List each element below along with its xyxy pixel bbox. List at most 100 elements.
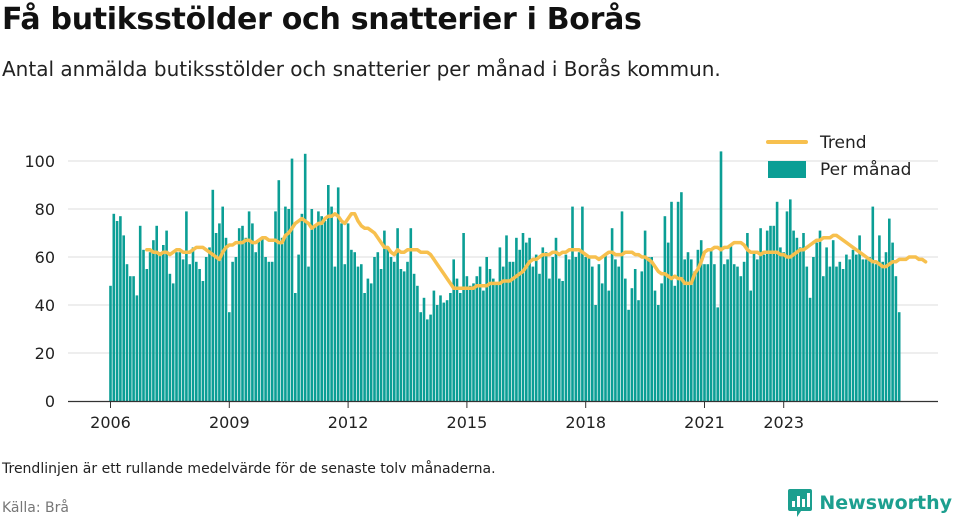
bar <box>320 216 323 401</box>
bar <box>719 151 723 401</box>
bar <box>198 269 201 401</box>
bar <box>633 269 637 401</box>
bar <box>274 211 277 401</box>
bar <box>300 213 304 401</box>
bar <box>393 261 396 401</box>
bar <box>706 264 710 401</box>
bar <box>584 257 587 401</box>
bar <box>462 233 465 401</box>
y-tick-label: 60 <box>35 248 55 267</box>
legend-bar-swatch <box>768 161 806 178</box>
bar <box>752 252 756 401</box>
bar <box>815 242 818 401</box>
bar <box>399 269 403 401</box>
bar <box>432 290 436 401</box>
brand-logo: Newsworthy <box>787 488 952 518</box>
bar <box>789 199 792 401</box>
bar <box>201 281 205 401</box>
bar <box>333 266 337 401</box>
bar <box>548 278 551 401</box>
bar <box>726 259 729 401</box>
bar <box>482 290 485 401</box>
newsworthy-logo-icon <box>788 489 813 517</box>
bar <box>855 254 858 401</box>
bar <box>587 257 591 401</box>
bar <box>228 312 231 401</box>
x-tick-label: 2015 <box>447 413 488 432</box>
bar <box>881 261 884 401</box>
x-tick-label: 2009 <box>209 413 250 432</box>
bar <box>264 257 267 401</box>
footnote: Trendlinjen är ett rullande medelvärde f… <box>2 461 496 477</box>
bar <box>284 206 287 401</box>
bar <box>501 266 505 401</box>
bar <box>775 201 779 401</box>
bar <box>551 257 554 401</box>
bar <box>683 259 686 401</box>
bar <box>211 189 215 401</box>
bar <box>191 247 195 401</box>
bar <box>270 261 274 401</box>
bar <box>571 206 574 401</box>
bar <box>818 230 822 401</box>
bar <box>567 259 571 401</box>
bar <box>383 230 386 401</box>
bar <box>511 261 515 401</box>
legend-bar-label: Per månad <box>820 159 911 180</box>
bar <box>409 228 413 401</box>
bar <box>828 266 832 401</box>
bar <box>759 228 762 401</box>
bar <box>148 252 152 401</box>
bar <box>690 259 693 401</box>
bar <box>607 290 611 401</box>
bar <box>699 240 703 401</box>
y-tick-label: 20 <box>35 344 55 363</box>
bar <box>472 283 475 401</box>
bar <box>785 211 789 401</box>
bar <box>666 242 670 401</box>
bar <box>181 259 185 401</box>
bar <box>488 269 492 401</box>
bar <box>439 295 442 401</box>
bar <box>838 261 842 401</box>
bar <box>492 278 495 401</box>
bar <box>544 252 548 401</box>
bar <box>346 223 350 401</box>
legend: Trend Per månad <box>766 133 911 180</box>
bar <box>261 237 264 401</box>
bar <box>155 225 158 401</box>
bar <box>171 283 175 401</box>
bar <box>676 201 680 401</box>
bar <box>673 285 677 401</box>
bar <box>597 264 601 401</box>
bar <box>360 264 363 401</box>
bar <box>703 264 706 401</box>
bar <box>185 211 188 401</box>
bar <box>617 266 620 401</box>
bar <box>465 276 469 401</box>
bar <box>888 218 891 401</box>
bar <box>670 201 673 401</box>
bar <box>756 259 759 401</box>
bar <box>317 211 320 401</box>
y-tick-label: 0 <box>45 392 55 411</box>
bar <box>122 235 125 401</box>
bar <box>610 228 614 401</box>
bar <box>307 266 310 401</box>
bar <box>772 225 776 401</box>
y-tick-label: 80 <box>35 200 55 219</box>
bar <box>574 257 578 401</box>
bar <box>749 290 752 401</box>
legend-trend-label: Trend <box>819 133 867 153</box>
bar <box>369 283 373 401</box>
bar <box>132 276 135 401</box>
x-tick-label: 2012 <box>328 413 369 432</box>
bar <box>234 257 238 401</box>
bar <box>538 273 541 401</box>
bar <box>376 252 380 401</box>
bar <box>495 283 498 401</box>
bar <box>864 259 868 401</box>
bar <box>175 252 178 401</box>
bar <box>356 266 360 401</box>
bar <box>188 264 191 401</box>
